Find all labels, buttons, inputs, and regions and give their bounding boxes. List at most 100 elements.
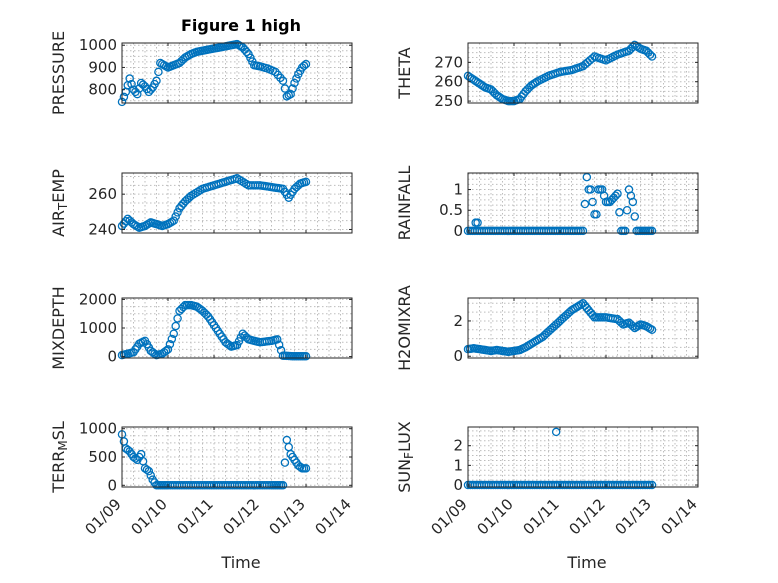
y-tick-label: 260 [88,185,117,203]
data-point [626,191,636,201]
data-point [248,481,258,490]
data-point [548,226,558,236]
data-point [171,212,180,221]
y-axis-label: PRESSURE [49,31,68,115]
data-point [207,44,217,54]
data-point [213,43,223,53]
data-point [537,480,546,490]
data-point [491,226,500,236]
y-axis-label: SUNFLUX [395,421,416,493]
data-point [154,67,163,77]
axes-box [467,426,699,488]
data-point [471,76,480,86]
data-point [294,352,303,361]
data-point [496,346,505,355]
data-point [490,346,500,355]
data-point [586,308,595,317]
data-point [150,349,159,358]
data-point [276,481,286,490]
data-point [514,226,523,236]
axes-air-temp: 240 260 AIRTEMP [49,169,353,238]
data-point [248,181,258,190]
data-point [534,334,544,344]
data-point [576,226,585,236]
data-point [288,351,297,361]
data-point [628,321,638,331]
data-point [645,324,655,333]
x-tick-label: 01/12 [566,495,609,538]
data-point [288,452,297,462]
y-tick-label: 2000 [79,290,117,308]
data-point [182,195,192,204]
plot-area [122,43,352,103]
data-point [295,462,305,472]
data-point [276,73,285,83]
data-point [200,308,209,318]
axes-box [121,42,353,104]
y-tick-label: 0 [453,222,463,240]
axes-pressure: 800 900 1000 PRESSURE Figure 1 high [49,16,353,115]
axes-terr-msl: 0 500 1000 01/09 01/10 01/11 01/12 01/13 01/14 TE… [49,420,355,572]
data-point [630,212,640,221]
x-tick-label: 01/13 [612,495,655,538]
plot-area [122,298,352,358]
y-tick-label: 240 [88,220,117,238]
y-tick-label: 2 [453,312,463,330]
data-point [580,199,590,209]
data-point [502,96,511,105]
data-point [284,442,293,452]
data-point [237,481,246,490]
data-point [645,50,655,59]
axes-box [467,297,699,359]
data-point [560,480,569,490]
series-mixdepth [117,300,311,361]
data-point [290,78,299,88]
data-point [502,347,511,356]
data-point [225,340,234,350]
data-point [484,346,494,355]
data-point [119,92,129,102]
data-point [184,300,194,310]
x-tick-label: 01/13 [266,495,309,538]
data-point [171,321,180,331]
data-point [610,314,620,324]
data-point [271,481,280,490]
data-point [213,326,223,336]
data-point [557,314,567,324]
data-point [574,301,584,310]
data-point [634,321,643,330]
data-point [580,301,590,310]
data-point [131,454,140,463]
data-point [571,226,581,236]
data-point [299,61,309,71]
data-point [525,226,535,236]
data-point [157,481,167,490]
data-point [202,45,211,55]
y-tick-label: 500 [88,448,117,466]
data-point [583,480,592,490]
data-point [194,303,203,313]
data-point [502,226,512,236]
x-tick-label: 01/14 [658,495,701,538]
data-point [161,346,171,356]
y-tick-label: 270 [434,53,463,71]
data-point [274,340,284,350]
data-point [240,331,249,340]
data-point [144,219,154,228]
axes-box [121,172,353,234]
data-point [622,205,632,215]
data-point [133,89,142,99]
data-point [301,59,311,69]
data-point [260,63,270,73]
data-point [523,85,532,94]
data-point [574,226,583,236]
y-tick-label: 260 [434,73,463,91]
x-axis-label: Time [220,553,260,572]
data-point [491,480,500,490]
data-point [207,318,217,327]
data-point [276,346,286,355]
data-point [292,74,301,83]
data-point [473,344,482,354]
data-point [576,62,585,72]
